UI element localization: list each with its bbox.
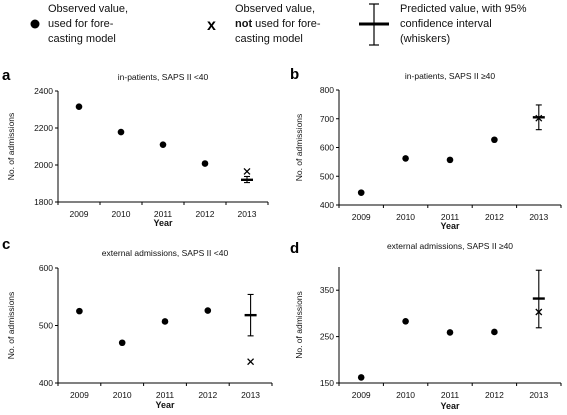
panel-c: 400 500 600 2009 2010 2011 2012 2013 c external a… — [2, 236, 273, 410]
panel-label: c — [2, 236, 10, 253]
legend: Observed value, used for fore- casting m… — [30, 3, 527, 46]
observed-used-point — [201, 160, 209, 167]
x-axis-label: Year — [153, 218, 173, 228]
y-tick-label: 600 — [39, 263, 53, 273]
observed-not-used-point — [243, 168, 251, 175]
observed-used-point — [402, 155, 409, 162]
y-tick-label: 2000 — [34, 160, 53, 170]
legend-predicted-line-2: confidence interval — [400, 18, 492, 30]
y-tick-label: 250 — [320, 332, 334, 342]
y-tick-label: 500 — [39, 321, 53, 331]
x-axis-label: Year — [440, 221, 460, 231]
predicted-value — [244, 293, 257, 337]
y-tick-label: 1800 — [34, 197, 53, 207]
x-tick-label: 2009 — [70, 209, 89, 219]
x-tick-label: 2013 — [238, 209, 257, 219]
y-tick-label: 800 — [320, 85, 334, 95]
x-tick-label: 2012 — [485, 390, 504, 400]
x-tick-label: 2013 — [529, 212, 548, 222]
x-tick-label: 2010 — [113, 390, 132, 400]
legend-predicted-marker — [359, 3, 389, 46]
y-tick-label: 700 — [320, 114, 334, 124]
legend-predicted-line-1: Predicted value, with 95% — [400, 3, 527, 15]
x-tick-label: 2010 — [396, 212, 415, 222]
panels: 1800 2000 2200 2400 2009 2010 2011 2012 2013 a in-… — [2, 66, 562, 411]
cross-stroke — [247, 358, 255, 366]
observed-used-point — [357, 374, 365, 381]
y-tick-label: 2200 — [34, 123, 53, 133]
observed-used-point — [159, 141, 167, 148]
y-axis-label: No. of admissions — [6, 113, 16, 181]
x-tick-label: 2011 — [154, 209, 173, 219]
panel-b: 400 500 600 700 800 2009 2010 2011 2012 2013 b in-p… — [290, 66, 562, 231]
x-axis-label: Year — [440, 401, 460, 411]
observed-used-point — [491, 136, 498, 144]
observed-not-used-point — [535, 308, 543, 316]
predicted-value — [532, 269, 545, 329]
x-tick-label: 2012 — [198, 390, 217, 400]
legend-not-rest: used for fore- — [252, 18, 321, 30]
observed-used-point — [204, 307, 212, 314]
x-axis-label: Year — [155, 400, 175, 410]
panel-title: in-patients, SAPS II ≥40 — [405, 71, 495, 81]
legend-predicted-line-3: (whiskers) — [400, 33, 450, 45]
observed-used-point — [357, 189, 365, 196]
observed-not-used-point — [535, 114, 543, 122]
x-tick-label: 2010 — [112, 209, 131, 219]
panel-d: 150 250 350 2009 2010 2011 2012 2013 d external a… — [290, 240, 562, 411]
y-tick-label: 150 — [320, 378, 334, 388]
cross-stroke — [535, 308, 543, 316]
observed-used-point — [76, 307, 83, 315]
y-tick-label: 500 — [320, 171, 334, 181]
panel-title: in-patients, SAPS II <40 — [118, 72, 209, 82]
cross-stroke — [243, 168, 251, 175]
legend-observed-not-used-line-2: not used for fore- — [235, 18, 321, 30]
y-axis-label: No. of admissions — [294, 114, 304, 182]
legend-observed-used-line-1: Observed value, — [48, 3, 128, 15]
y-axis-label: No. of admissions — [294, 291, 304, 359]
x-tick-label: 2009 — [70, 390, 89, 400]
x-tick-label: 2011 — [441, 390, 460, 400]
y-axis-label: No. of admissions — [6, 292, 16, 360]
observed-used-point — [75, 103, 83, 111]
x-tick-label: 2009 — [352, 212, 371, 222]
observed-used-point — [161, 318, 169, 325]
legend-not-word: not — [235, 18, 252, 30]
observed-used-point — [446, 329, 454, 336]
legend-observed-not-used-line-3: casting model — [235, 33, 303, 45]
panel-a: 1800 2000 2200 2400 2009 2010 2011 2012 2013 a in-… — [2, 67, 269, 228]
panel-label: d — [290, 240, 299, 257]
legend-observed-used-line-2: used for fore- — [48, 18, 114, 30]
legend-observed-used-line-3: casting model — [48, 33, 116, 45]
panel-title: external admissions, SAPS II <40 — [102, 248, 229, 258]
observed-used-point — [491, 328, 498, 336]
panel-title: external admissions, SAPS II ≥40 — [387, 241, 513, 251]
observed-used-point — [446, 156, 454, 164]
observed-used-point — [118, 339, 126, 347]
observed-not-used-point — [247, 358, 255, 366]
y-tick-label: 600 — [320, 143, 334, 153]
panel-label: a — [2, 67, 11, 84]
x-tick-label: 2010 — [396, 390, 415, 400]
y-tick-label: 2400 — [34, 86, 53, 96]
x-tick-label: 2012 — [196, 209, 215, 219]
y-tick-label: 350 — [320, 285, 334, 295]
x-tick-label: 2011 — [441, 212, 460, 222]
panel-label: b — [290, 66, 299, 83]
x-tick-label: 2009 — [352, 390, 371, 400]
legend-observed-used-marker — [30, 19, 40, 29]
predicted-value — [241, 175, 253, 184]
observed-used-point — [117, 128, 125, 136]
legend-observed-not-used-line-1: Observed value, — [235, 3, 315, 15]
observed-used-point — [402, 317, 409, 325]
x-tick-label: 2012 — [485, 212, 504, 222]
x-tick-label: 2011 — [156, 390, 175, 400]
legend-observed-not-used-marker: x — [207, 17, 216, 34]
x-tick-label: 2013 — [529, 390, 548, 400]
cross-stroke — [535, 114, 543, 122]
y-tick-label: 400 — [39, 378, 53, 388]
y-tick-label: 400 — [320, 200, 334, 210]
x-tick-label: 2013 — [241, 390, 260, 400]
